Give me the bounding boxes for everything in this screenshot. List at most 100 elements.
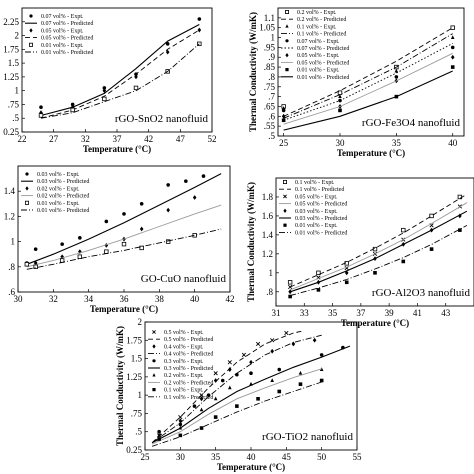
data-point [394, 68, 399, 73]
legend-entry: 0.03 vol% - Expt. [295, 209, 338, 215]
data-point [344, 280, 349, 285]
legend-entry: 0.05 vol% - Expt. [41, 28, 84, 34]
legend-entry: 0.05 vol% - Predicted [295, 202, 347, 208]
y-tick-label: 1.25 [3, 72, 19, 82]
series-line [283, 52, 453, 125]
y-tick-label: 1.25 [126, 372, 142, 382]
legend-entry: 0.01 vol% - Expt. [41, 43, 84, 49]
data-point [429, 213, 434, 219]
y-tick-label: .5 [268, 131, 275, 141]
x-tick-label: 40 [190, 294, 200, 304]
y-tick-label: 0.25 [3, 127, 19, 137]
data-point [288, 294, 292, 299]
data-point [178, 422, 183, 427]
series-line [40, 29, 200, 119]
y-tick-label: .85 [264, 62, 276, 72]
data-point [199, 396, 204, 402]
legend-marker [29, 28, 33, 33]
y-tick-label: 1 [11, 237, 16, 247]
legend-marker [152, 344, 156, 349]
data-point [450, 35, 455, 39]
data-point [78, 249, 82, 255]
data-point [270, 348, 274, 354]
series-line [151, 330, 305, 444]
legend-marker [285, 53, 289, 58]
legend-entry: 0.01 vol% - Predicted [37, 208, 89, 214]
data-point [70, 102, 75, 107]
x-tick-label: 50 [317, 452, 327, 462]
panel-4: 31 33 35 37 39 41 43 .8 1 1.2 1.4 1.6 1.8 Temperature… [246, 177, 474, 328]
data-point [319, 378, 324, 383]
y-tick-label: .75 [264, 82, 276, 92]
legend-entry: 0.05 vol% - Predicted [41, 36, 93, 42]
plot-data [151, 330, 351, 447]
x-tick-label: 30 [176, 452, 186, 462]
legend-entry: 0.07 vol% - Predicted [297, 46, 349, 52]
y-tick-label: .8 [268, 72, 275, 82]
legend-marker [28, 42, 33, 47]
data-point [450, 54, 455, 60]
x-tick-label: 37 [113, 134, 123, 144]
data-point [121, 241, 127, 247]
x-tick-label: 40 [448, 138, 458, 148]
data-point [33, 247, 38, 251]
y-tick-label: 1.75 [3, 44, 19, 54]
legend-marker [283, 194, 287, 199]
series-line [283, 70, 453, 131]
x-tick-label: 41 [413, 308, 422, 318]
legend-entry: 0.2 vol% - Predicted [297, 17, 346, 23]
y-tick-label: 1.5 [131, 354, 143, 364]
data-point [213, 415, 218, 419]
legend-entry: 0.2 vol% - Predicted [164, 380, 213, 386]
y-tick-label: .75 [131, 408, 143, 418]
data-point [241, 352, 247, 358]
data-point [457, 194, 463, 200]
data-point [429, 247, 434, 251]
legend-marker [283, 208, 287, 213]
y-axis-label: Thermal Conductivity (W/mK) [246, 182, 256, 302]
legend-entry: 0.01 vol% - Predicted [297, 75, 349, 81]
x-axis-label: Temperature (°C) [83, 144, 151, 154]
x-tick-label: 45 [282, 452, 292, 462]
legend-entry: 0.05 vol% - Expt. [295, 194, 338, 200]
y-tick-label: .5 [135, 427, 142, 437]
data-point [39, 105, 43, 109]
x-tick-label: 22 [18, 134, 27, 144]
data-point [197, 17, 202, 21]
legend-marker [285, 39, 289, 43]
x-tick-label: 38 [155, 294, 165, 304]
data-point [394, 75, 399, 79]
legend-marker [152, 388, 156, 392]
data-point [102, 86, 107, 90]
data-point [255, 341, 261, 347]
data-point [165, 49, 170, 55]
data-point [312, 337, 317, 343]
data-point [133, 85, 139, 91]
y-tick-label: 2.25 [3, 17, 19, 27]
legend-marker [25, 172, 29, 176]
legend-entry: 0.3 vol% - Expt. [164, 359, 204, 365]
legend-marker [24, 200, 29, 205]
legend-marker [25, 186, 29, 191]
series-line [289, 225, 468, 297]
legend-entry: 0.1 vol% - Predicted [295, 187, 344, 193]
legend-entry: 0.2 vol% - Expt. [297, 10, 337, 16]
panel-5: 25 30 35 40 45 50 55 0.25 .5 .75 1 1.25 1.5 1.75 2 Temp… [115, 317, 362, 472]
legend-marker [282, 179, 287, 184]
y-tick-label: .65 [264, 101, 276, 111]
x-tick-label: 40 [247, 452, 257, 462]
plot-data [24, 173, 222, 270]
data-point [228, 385, 232, 390]
legend-entry: 0.02 vol% - Expt. [37, 186, 80, 192]
panel-title: rGO-TiO2 nanofluid [262, 431, 353, 443]
data-point [33, 264, 38, 269]
x-tick-label: 43 [441, 308, 451, 318]
y-tick-label: .9 [268, 52, 275, 62]
series-line [289, 210, 468, 293]
data-point [104, 242, 109, 248]
legend-entry: 0.03 vol% - Predicted [295, 216, 347, 222]
y-tick-label: .55 [264, 121, 276, 131]
data-point [78, 236, 82, 240]
data-point [165, 239, 171, 244]
